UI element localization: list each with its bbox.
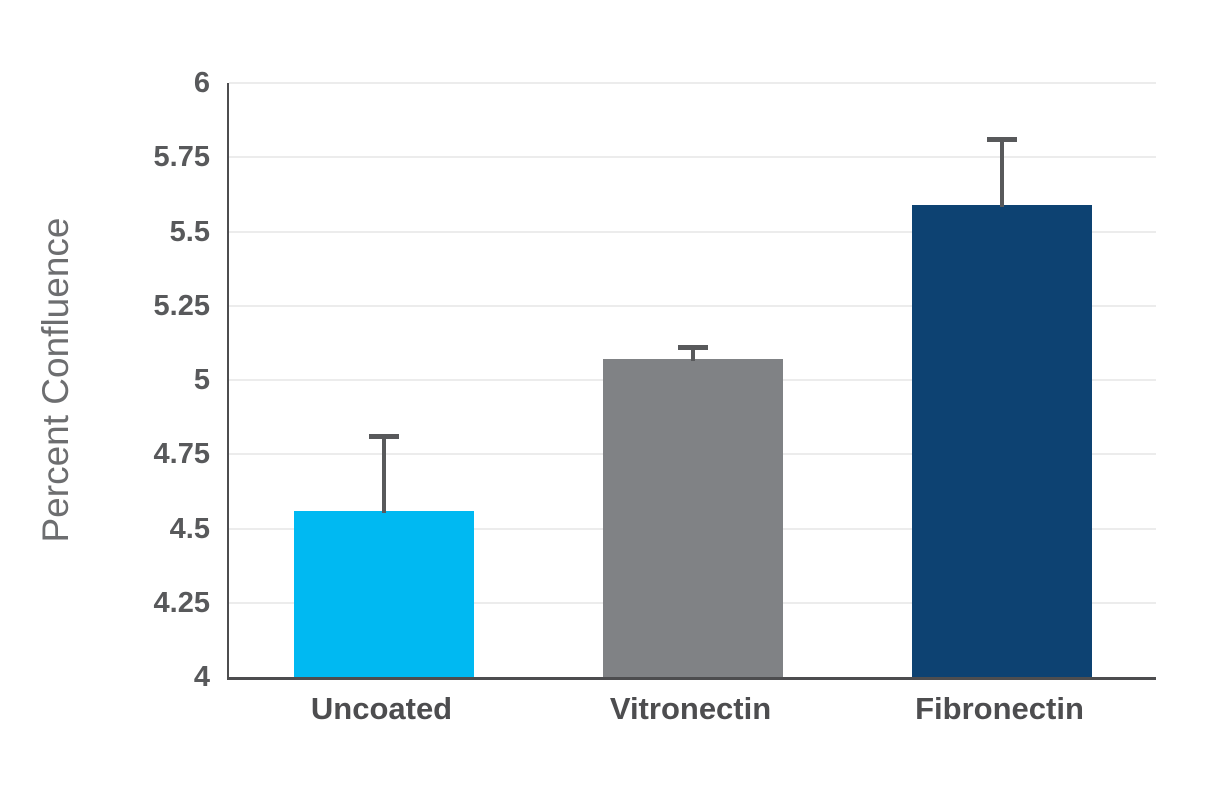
y-tick-label: 4.25: [153, 586, 210, 619]
error-bar-cap: [677, 345, 708, 351]
bar-uncoated: [293, 510, 474, 677]
y-tick-label: 6: [193, 67, 210, 99]
gridline: [229, 82, 1156, 84]
y-tick-label: 5.75: [153, 141, 210, 174]
error-bar-line: [381, 436, 386, 513]
plot-area: [227, 82, 1156, 680]
x-tick-label-uncoated: Uncoated: [310, 691, 453, 726]
y-tick-label: 5: [193, 364, 210, 396]
error-bar-line: [999, 139, 1004, 207]
error-bar-cap: [368, 434, 399, 440]
gridline: [229, 156, 1156, 159]
error-bar-cap: [986, 137, 1017, 143]
gridline: [229, 230, 1156, 233]
x-tick-label-vitronectin: Vitronectin: [609, 691, 772, 726]
y-tick-label: 4.5: [169, 512, 210, 545]
y-tick-label: 4: [193, 661, 210, 693]
bar-fibronectin: [911, 204, 1092, 677]
bar-vitronectin: [602, 359, 783, 677]
gridline: [229, 304, 1156, 307]
y-tick-label: 5.5: [169, 215, 210, 248]
y-tick-label: 5.25: [153, 289, 210, 322]
y-tick-label: 4.75: [153, 438, 210, 471]
x-tick-label-fibronectin: Fibronectin: [915, 691, 1084, 726]
error-bar-line: [690, 347, 695, 362]
